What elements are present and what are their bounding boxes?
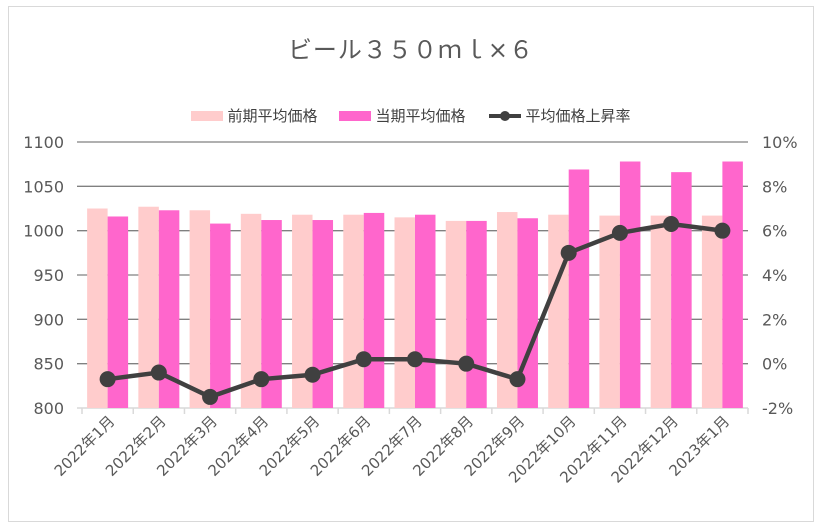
rate-point [458,355,475,372]
y2-tick-label: 8% [762,177,787,196]
legend-swatch-current [339,110,372,121]
legend-label-current: 当期平均価格 [375,107,466,125]
y2-tick-label: 4% [762,266,787,285]
legend-item-previous: 前期平均価格 [191,105,317,126]
bar-previous [445,220,467,408]
bar-previous [496,212,518,408]
legend-label-previous: 前期平均価格 [227,107,318,125]
bar-previous [343,214,364,408]
rate-point [611,224,628,241]
rate-point [714,222,731,239]
bar-previous [87,208,108,408]
bar-previous [394,217,415,408]
y2-tick-label: 6% [762,222,787,241]
legend-item-rate: 平均価格上昇率 [488,105,631,126]
bar-previous [701,215,723,408]
y-tick-label: 1100 [23,133,64,152]
legend-label-rate: 平均価格上昇率 [525,107,631,125]
y-tick-label: 850 [33,355,64,374]
bar-current [619,161,641,408]
bar-previous [292,214,313,408]
rate-point [560,244,577,261]
rate-point [663,216,680,233]
bar-previous [599,215,620,408]
bar-previous [240,213,262,408]
y2-tick-label: 10% [762,133,798,152]
y-tick-label: 1050 [23,177,64,196]
bar-previous [548,214,569,408]
rate-point [99,371,116,388]
bar-current [671,172,692,408]
bar-previous [650,215,672,408]
y-tick-label: 800 [33,399,64,418]
bar-current [568,169,590,408]
legend-swatch-previous [191,110,224,121]
bar-current [158,210,180,408]
y-tick-label: 900 [33,310,64,329]
bar-previous [189,210,211,408]
rate-point [304,366,321,383]
legend-line-marker-icon [488,110,521,121]
y2-tick-label: 2% [762,310,787,329]
rate-point [150,364,167,381]
bar-current [722,161,743,408]
rate-point [509,371,526,388]
y-tick-label: 1000 [23,222,64,241]
rate-point [355,351,372,368]
rate-point [202,388,219,405]
rate-point [253,371,270,388]
y-tick-label: 950 [33,266,64,285]
legend-item-current: 当期平均価格 [339,105,466,126]
chart-frame [8,6,814,522]
legend: 前期平均価格 当期平均価格 平均価格上昇率 [0,105,822,126]
y2-tick-label: 0% [762,355,787,374]
y2-tick-label: -2% [762,399,793,418]
bar-current [261,220,282,408]
rate-point [407,351,423,368]
bar-current [466,220,487,408]
bar-previous [138,206,159,408]
bar-current [363,212,385,408]
chart-title: ビール３５０ｍｌ×６ [287,36,535,64]
bar-current [415,214,436,408]
bar-current [210,223,231,408]
bar-current [312,220,334,408]
bar-current [107,216,129,408]
